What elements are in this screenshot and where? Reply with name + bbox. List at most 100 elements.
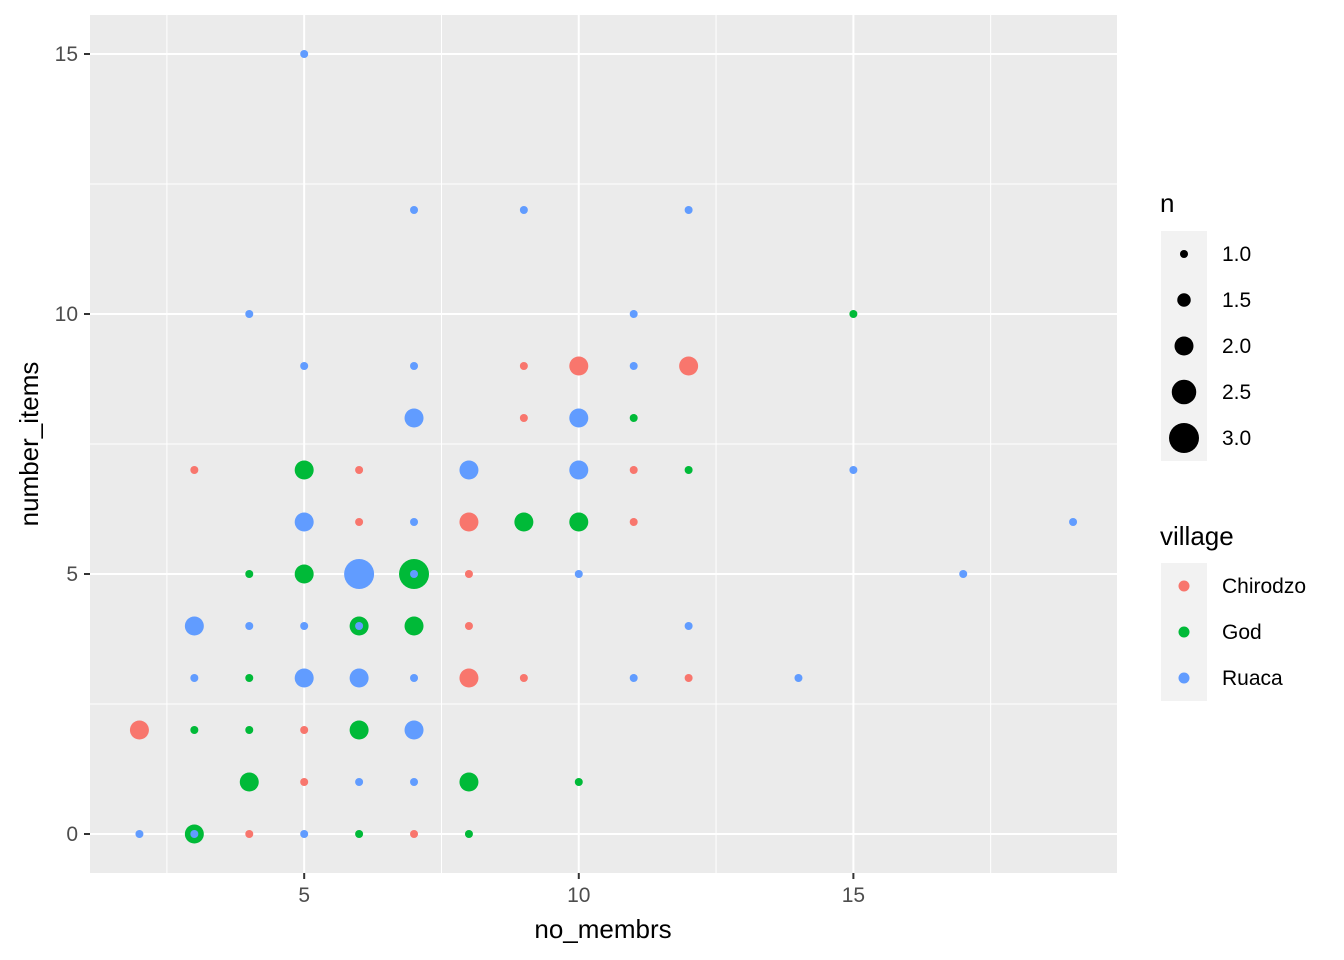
y-tick-label: 10 [55,303,78,326]
point-ruaca [355,622,364,630]
point-chirodzo [300,726,309,734]
point-ruaca [355,778,364,786]
point-ruaca [410,778,419,786]
x-axis-title: no_membrs [534,914,671,944]
point-god [459,772,479,792]
point-god [684,466,693,474]
point-ruaca [190,830,199,838]
point-ruaca [245,622,254,630]
point-ruaca [300,362,309,370]
point-ruaca [190,674,199,682]
color-legend-title: village [1160,521,1234,551]
point-ruaca [684,622,693,630]
point-ruaca [959,570,968,578]
point-ruaca [410,570,419,578]
x-axis: 5 10 15 [298,873,865,907]
point-god [404,616,424,636]
point-ruaca [629,310,638,318]
point-chirodzo [519,362,528,370]
color-legend-label: Ruaca [1222,667,1283,690]
size-legend-title: n [1160,188,1174,218]
data-points [129,50,1078,844]
point-chirodzo [355,466,364,474]
size-legend-label: 2.5 [1222,381,1251,404]
point-ruaca [294,512,314,532]
size-legend-label: 1.5 [1222,289,1251,312]
point-god [629,414,638,422]
point-ruaca [294,668,314,688]
point-ruaca [629,674,638,682]
point-chirodzo [129,720,149,740]
size-legend-label: 3.0 [1222,427,1251,450]
point-chirodzo [629,466,638,474]
size-legend-key [1171,379,1197,405]
point-chirodzo [679,356,699,376]
x-tick-label: 10 [567,884,590,907]
x-tick-label: 15 [842,884,865,907]
point-ruaca [404,408,424,428]
y-axis-title: number_items [14,362,44,527]
color-legend: village Chirodzo God Ruaca [1160,521,1306,701]
point-god [245,570,254,578]
point-ruaca [574,570,583,578]
size-legend-key [1169,423,1199,453]
major-gridlines [90,15,1117,873]
point-god [245,674,254,682]
point-ruaca [1069,518,1078,526]
point-ruaca [849,466,858,474]
size-legend-label: 2.0 [1222,335,1251,358]
point-god [849,310,858,318]
point-chirodzo [355,518,364,526]
point-chirodzo [190,466,199,474]
size-legend-key [1174,336,1194,356]
point-ruaca [410,518,419,526]
point-ruaca [245,310,254,318]
point-chirodzo [629,518,638,526]
color-legend-key-god [1178,626,1190,638]
point-ruaca [404,720,424,740]
point-chirodzo [569,356,589,376]
point-god [574,778,583,786]
point-ruaca [410,206,419,214]
point-god [569,512,589,532]
point-ruaca [569,408,589,428]
point-chirodzo [459,512,479,532]
point-god [514,512,534,532]
point-chirodzo [410,830,419,838]
point-god [239,772,259,792]
point-ruaca [410,362,419,370]
point-god [294,460,314,480]
point-ruaca [300,50,309,58]
color-legend-label: God [1222,621,1262,644]
x-tick-label: 5 [298,884,310,907]
point-ruaca [459,460,479,480]
size-legend-key [1177,293,1191,307]
point-god [464,830,473,838]
point-chirodzo [245,830,254,838]
point-chirodzo [300,778,309,786]
size-legend-key [1180,250,1188,258]
point-ruaca [349,668,369,688]
minor-gridlines [90,15,1117,873]
point-ruaca [300,830,309,838]
color-legend-label: Chirodzo [1222,575,1306,598]
y-tick-label: 15 [55,43,78,66]
point-god [294,564,314,584]
point-ruaca [135,830,144,838]
point-ruaca [629,362,638,370]
point-chirodzo [464,622,473,630]
point-chirodzo [464,570,473,578]
point-ruaca [300,622,309,630]
point-ruaca [344,559,375,589]
point-chirodzo [519,674,528,682]
size-legend-label: 1.0 [1222,243,1251,266]
y-axis: 0 5 10 15 [55,43,90,846]
point-ruaca [794,674,803,682]
point-god [245,726,254,734]
color-legend-key-chirodzo [1178,580,1190,592]
point-god [349,720,369,740]
point-ruaca [410,674,419,682]
point-ruaca [569,460,589,480]
size-legend: n 1.0 1.5 2.0 2.5 3.0 [1160,188,1251,461]
